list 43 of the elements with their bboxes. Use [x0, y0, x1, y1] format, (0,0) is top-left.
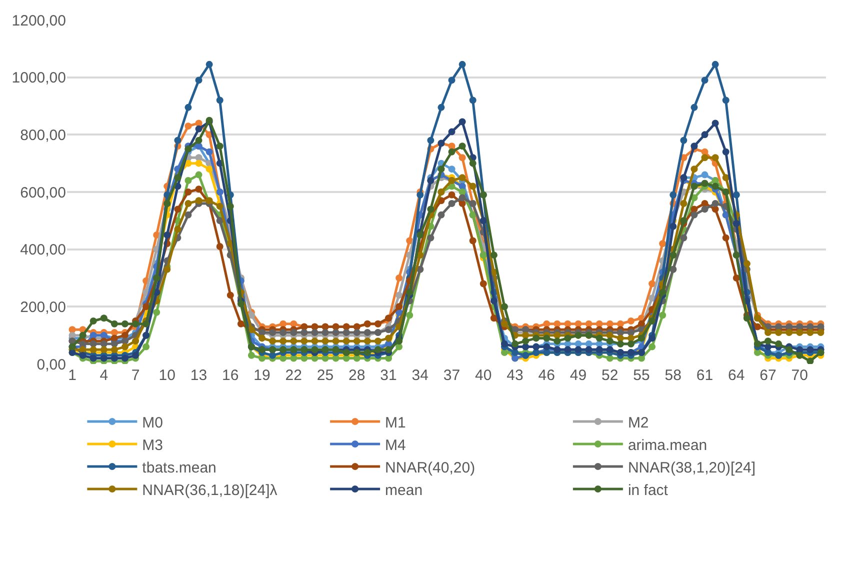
x-tick-label: 1 — [68, 367, 76, 384]
x-tick-label: 4 — [100, 367, 108, 384]
x-tick-label: 37 — [443, 367, 460, 384]
x-tick-label: 34 — [412, 367, 428, 384]
legend-label: M2 — [628, 414, 649, 432]
y-tick-label: 1000,00 — [12, 70, 66, 87]
legend-label: NNAR(38,1,20)[24] — [628, 459, 756, 476]
y-tick-label: 200,00 — [20, 298, 66, 316]
x-tick-label: 10 — [158, 367, 176, 384]
legend-label: tbats.mean — [142, 459, 216, 476]
legend-label: NNAR(36,1,18)[24]λ — [142, 482, 278, 499]
x-tick-label: 13 — [190, 367, 208, 384]
x-tick-label: 49 — [570, 367, 587, 384]
x-tick-label: 19 — [254, 367, 270, 384]
legend-label: NNAR(40,20) — [385, 459, 476, 476]
y-tick-label: 800,00 — [20, 126, 66, 144]
x-tick-label: 25 — [316, 367, 334, 384]
x-tick-label: 22 — [285, 367, 302, 384]
x-tick-label: 28 — [348, 367, 366, 384]
legend-label: in fact — [628, 482, 669, 499]
legend-label: arima.mean — [628, 436, 708, 454]
legend-label: M0 — [142, 414, 164, 432]
y-tick-label: 0,00 — [36, 356, 66, 374]
x-tick-label: 43 — [506, 367, 524, 384]
x-tick-label: 67 — [760, 367, 776, 384]
y-tick-label: 1200,00 — [12, 12, 66, 30]
x-tick-label: 61 — [696, 367, 714, 384]
x-tick-label: 55 — [633, 367, 650, 384]
y-tick-label: 400,00 — [20, 242, 66, 259]
x-tick-label: 70 — [791, 367, 808, 384]
x-tick-label: 40 — [475, 367, 492, 384]
legend-label: M1 — [385, 414, 406, 432]
x-tick-label: 16 — [222, 367, 239, 384]
x-tick-label: 64 — [728, 367, 745, 384]
legend-label: M4 — [385, 436, 406, 454]
x-tick-label: 52 — [602, 367, 618, 384]
legend-label: M3 — [142, 436, 164, 454]
legend-label: mean — [385, 482, 423, 499]
y-tick-label: 600,00 — [20, 184, 66, 202]
x-tick-label: 7 — [131, 367, 140, 384]
x-tick-label: 46 — [538, 367, 555, 384]
x-tick-label: 58 — [664, 367, 682, 384]
x-tick-label: 31 — [380, 367, 397, 384]
